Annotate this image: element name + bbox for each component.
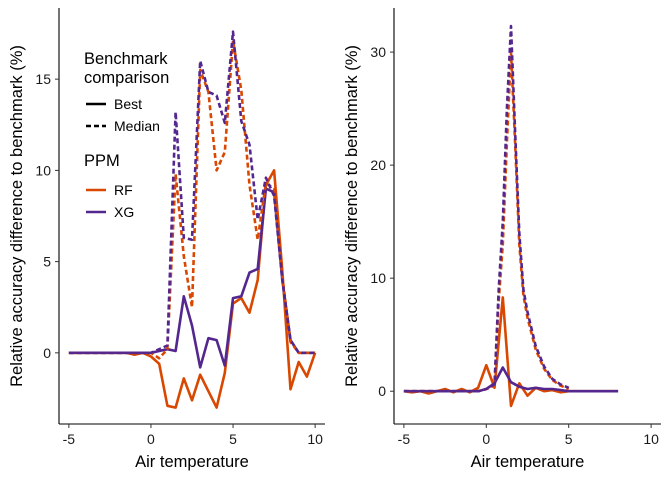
x-tick-label: 0: [147, 431, 155, 447]
y-tick-label: 10: [370, 270, 386, 286]
y-tick-label: 0: [43, 345, 51, 361]
series-line-rf-best: [403, 296, 619, 408]
legend-label-xg: XG: [114, 204, 134, 220]
y-tick-label: 0: [378, 383, 386, 399]
series-line-xg-best: [403, 366, 619, 393]
y-tick-label: 20: [370, 157, 386, 173]
y-axis-title: Relative accuracy difference to benchmar…: [8, 45, 26, 387]
y-tick-label: 15: [35, 71, 51, 87]
series-line-xg-median: [403, 24, 570, 393]
legend: Benchmark comparison Best Median PPM RF XG: [84, 50, 169, 220]
right-panel: -5 0 5 10 0 10 20 30 Air temperature Relative acc…: [343, 8, 661, 471]
x-tick-label: 0: [482, 431, 490, 447]
y-tick-label: 10: [35, 162, 51, 178]
legend-label-rf: RF: [114, 182, 133, 198]
x-tick-label: -5: [398, 431, 411, 447]
legend-label-best: Best: [114, 96, 142, 112]
legend-ppm-title: PPM: [84, 152, 120, 170]
x-tick-label: 10: [307, 431, 323, 447]
legend-comparison-title: Benchmark comparison: [84, 50, 169, 87]
series-line-xg-median: [68, 30, 316, 355]
x-tick-label: 5: [565, 431, 573, 447]
x-tick-label: -5: [63, 431, 76, 447]
x-tick-label: 10: [643, 431, 659, 447]
y-tick-label: 5: [43, 254, 51, 270]
left-panel: -5 0 5 10 0 5 10 15 Air temperature Relative accu…: [8, 8, 325, 471]
y-tick-label: 30: [370, 44, 386, 60]
x-axis-title: Air temperature: [135, 453, 249, 471]
series-line-rf-median: [403, 50, 570, 393]
x-axis-title: Air temperature: [471, 453, 585, 471]
y-axis-title: Relative accuracy difference to benchmar…: [343, 45, 361, 387]
x-tick-label: 5: [229, 431, 237, 447]
legend-label-median: Median: [114, 118, 160, 134]
series-line-rf-median: [68, 39, 316, 360]
